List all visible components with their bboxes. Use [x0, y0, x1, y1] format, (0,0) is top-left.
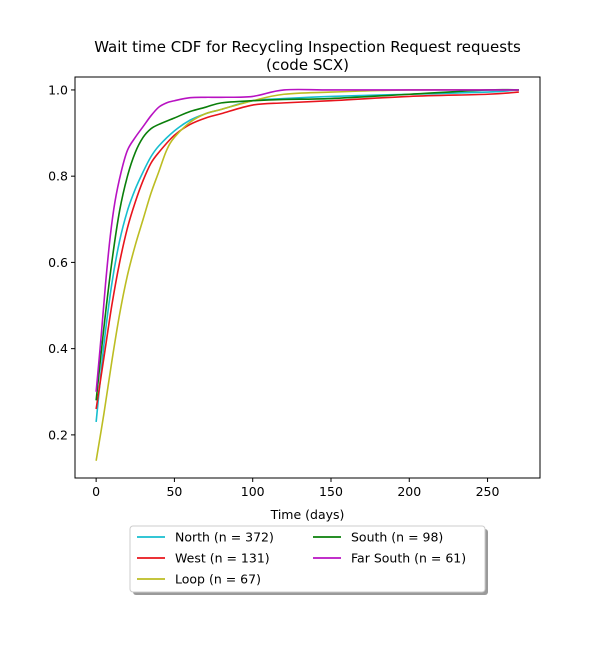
x-tick-label: 250 — [476, 484, 500, 499]
legend-label: West (n = 131) — [175, 551, 270, 566]
y-tick-label: 0.2 — [48, 427, 68, 442]
series-line-0 — [95, 89, 519, 423]
x-tick-label: 50 — [166, 484, 182, 499]
legend-label: South (n = 98) — [351, 530, 443, 545]
x-tick-label: 200 — [397, 484, 421, 499]
y-axis: 0.2 0.4 0.6 0.8 1.0 — [48, 82, 75, 442]
series-line-4 — [95, 88, 519, 392]
legend-box — [129, 525, 486, 593]
series-layer — [95, 88, 519, 461]
series-line-2 — [95, 88, 519, 461]
x-axis-label: Time (days) — [270, 507, 345, 522]
series-line-3 — [95, 88, 519, 401]
y-tick-label: 0.6 — [48, 255, 68, 270]
chart-subtitle: (code SCX) — [266, 56, 349, 74]
y-tick-label: 0.4 — [48, 341, 68, 356]
x-tick-label: 0 — [92, 484, 100, 499]
x-tick-label: 150 — [319, 484, 343, 499]
y-tick-label: 0.8 — [48, 169, 68, 184]
x-tick-label: 100 — [241, 484, 265, 499]
chart-title: Wait time CDF for Recycling Inspection R… — [94, 38, 521, 56]
legend-items: North (n = 372) West (n = 131) Loop (n = 6… — [137, 530, 466, 587]
legend: North (n = 372) West (n = 131) Loop (n = 6… — [129, 525, 488, 595]
series-line-1 — [95, 91, 519, 410]
legend-label: North (n = 372) — [175, 530, 274, 545]
x-axis: 0 50 100 150 200 250 — [92, 478, 500, 499]
plot-frame — [74, 76, 541, 479]
legend-label: Loop (n = 67) — [175, 572, 261, 587]
y-tick-label: 1.0 — [48, 82, 68, 97]
legend-label: Far South (n = 61) — [351, 551, 466, 566]
